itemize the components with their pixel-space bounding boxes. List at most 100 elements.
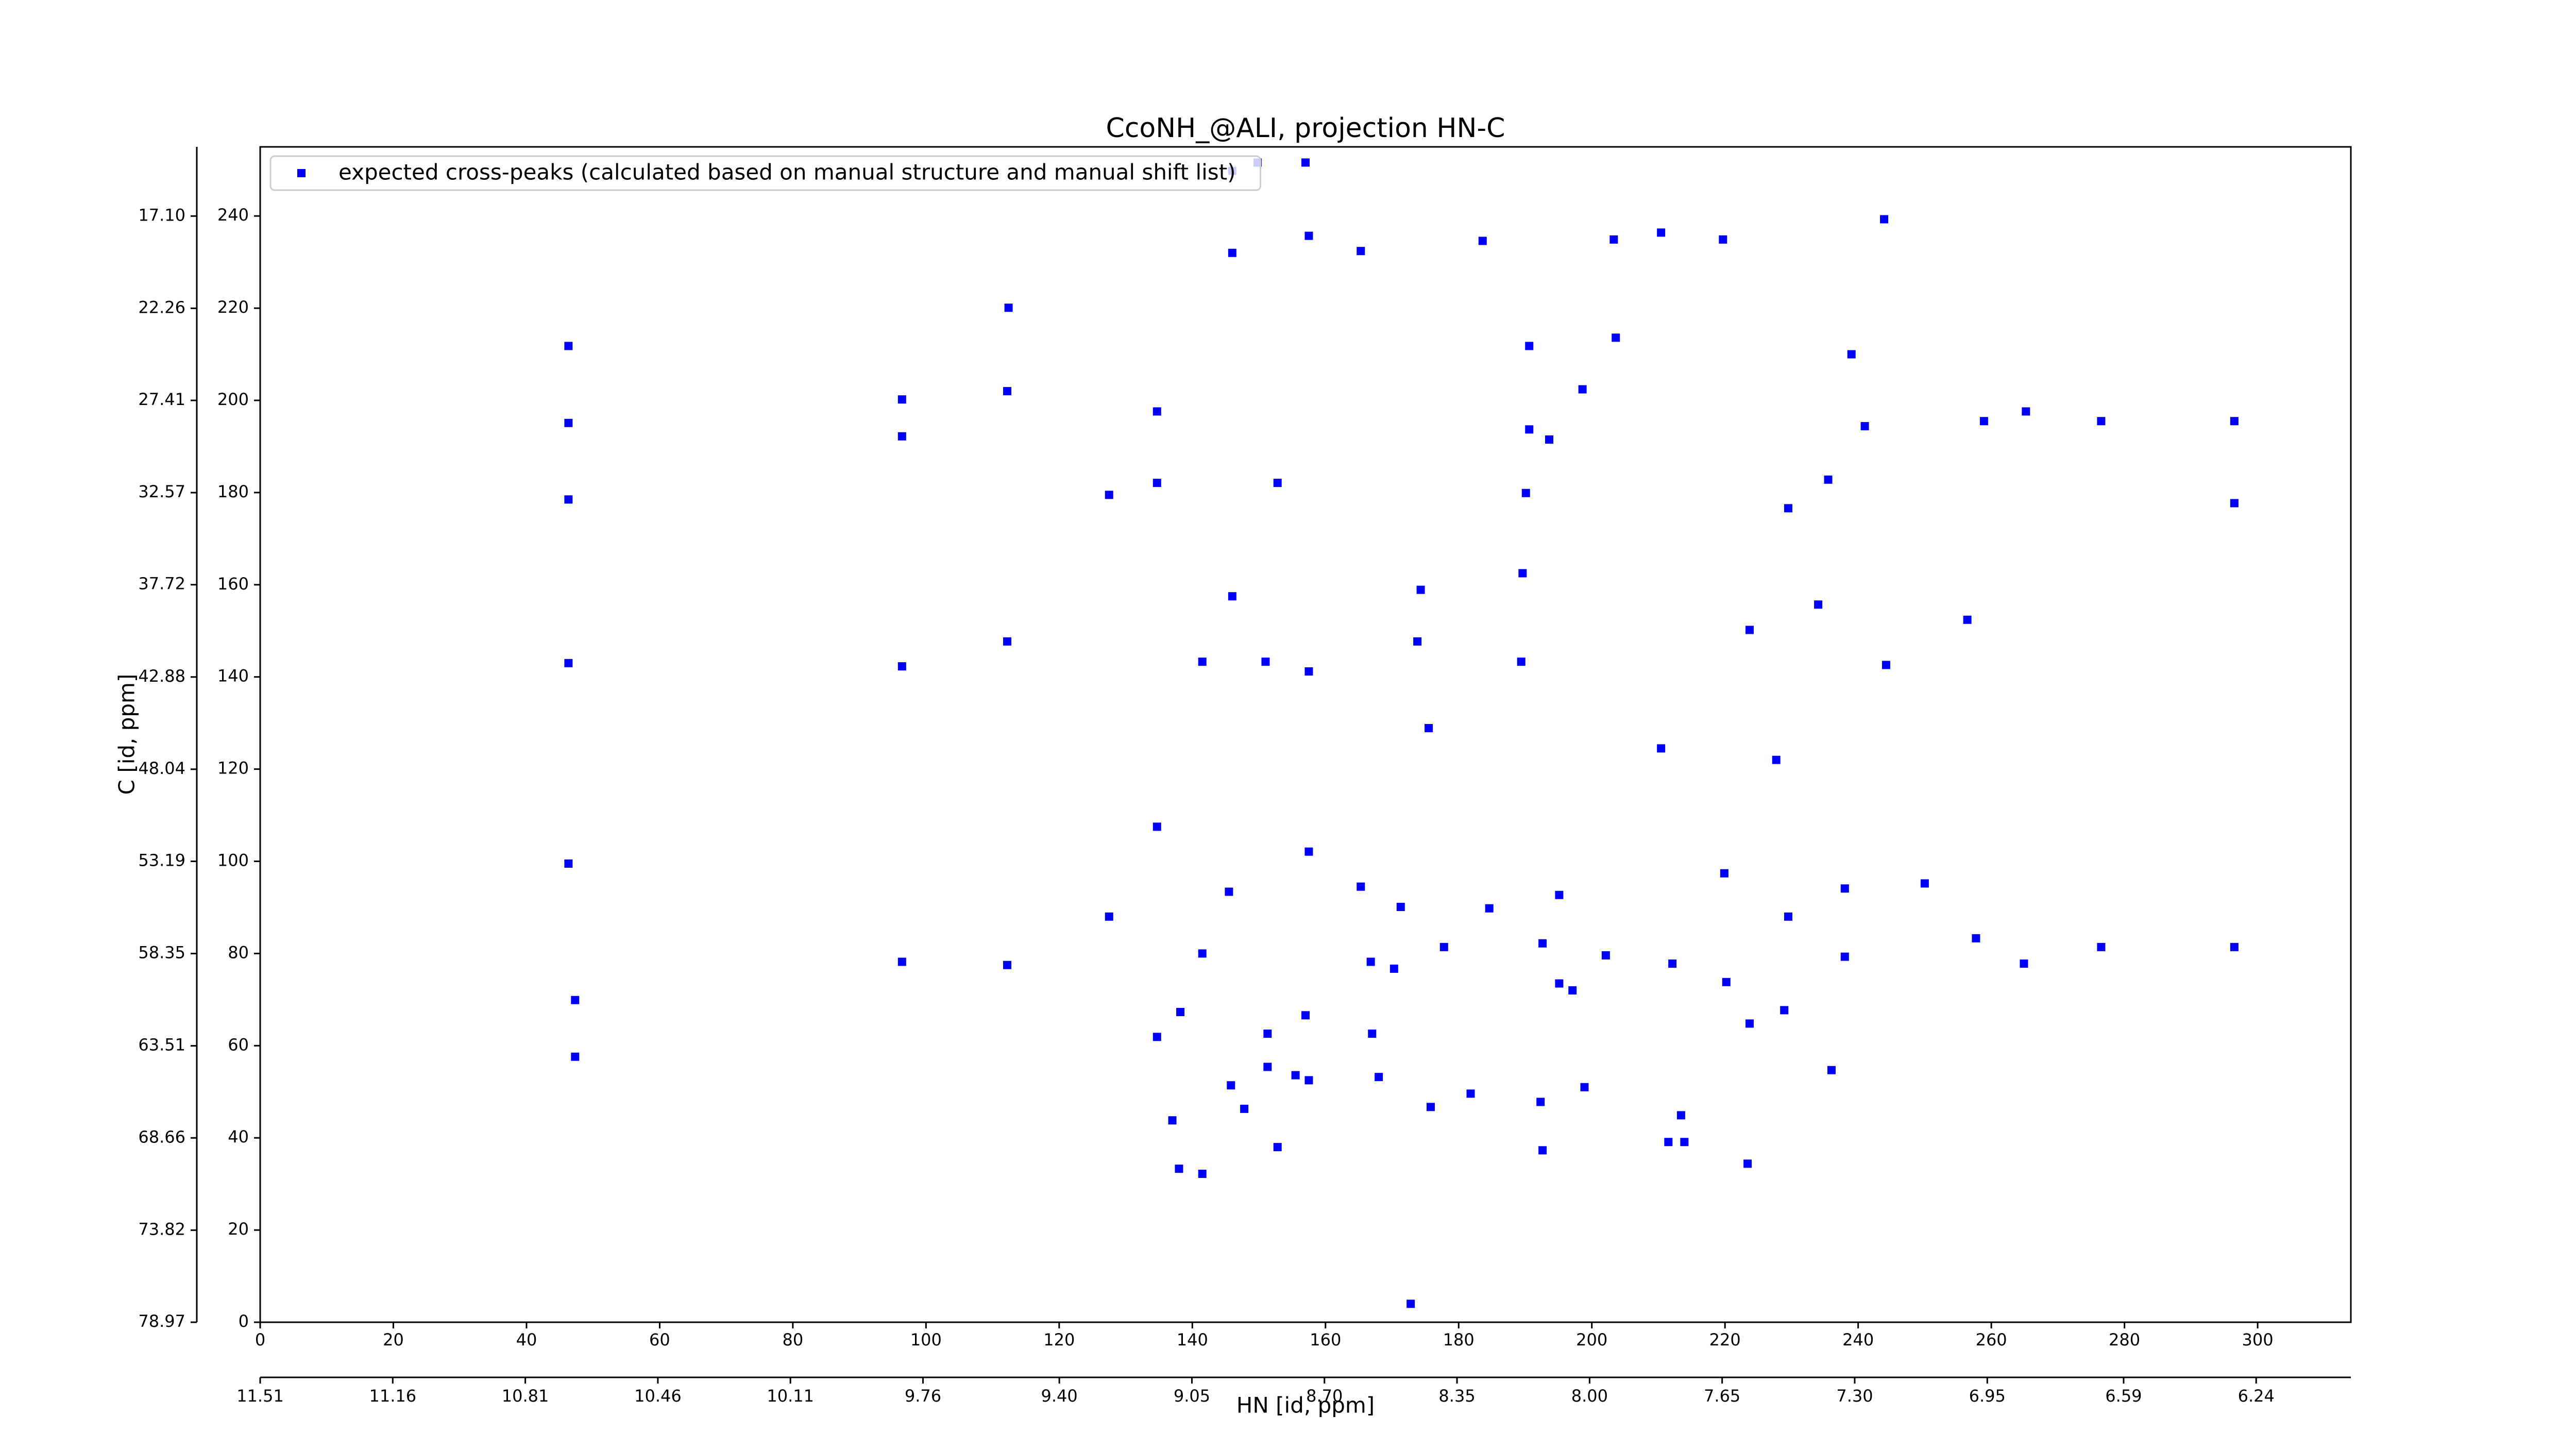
x-tick-label: 40 [516,1330,537,1350]
cross-peak-marker [1003,387,1012,396]
y2-tick-label: 42.88 [138,666,185,686]
cross-peak-marker [1568,986,1577,995]
x2-tick-label: 7.65 [1704,1386,1740,1406]
y2-tick-label: 22.26 [138,297,185,317]
cross-peak-marker [1263,1063,1272,1071]
cross-peak-marker [1227,1081,1235,1090]
cross-peak-marker [1375,1073,1383,1082]
cross-peak-marker [1176,1007,1185,1016]
x2-tick-label: 9.76 [905,1386,941,1406]
cross-peak-marker [897,662,906,671]
cross-peak-marker [1485,904,1494,913]
y-tick-label: 240 [217,205,249,225]
cross-peak-marker [1784,504,1792,513]
cross-peak-marker [1668,959,1677,968]
x-tick-label: 60 [649,1330,670,1350]
cross-peak-marker [1273,1143,1282,1152]
x-tick-label: 160 [1310,1330,1341,1350]
cross-peak-marker [1745,626,1754,634]
cross-peak-marker [897,432,906,441]
x-axis-label: HN [id, ppm] [1236,1393,1375,1418]
x-tick-label: 240 [1842,1330,1874,1350]
x-tick-label: 180 [1443,1330,1475,1350]
cross-peak-marker [1555,979,1564,988]
cross-peak-marker [1555,890,1564,899]
y-tick-label: 180 [217,482,249,501]
x-tick-label: 120 [1043,1330,1075,1350]
y-tick-label: 160 [217,574,249,594]
cross-peak-marker [1860,422,1869,431]
cross-peak-marker [1979,417,1988,426]
x2-tick-label: 11.51 [236,1386,284,1406]
cross-peak-marker [1609,235,1618,244]
cross-peak-marker [1517,658,1526,666]
cross-peak-marker [1198,658,1207,666]
cross-peak-marker [1680,1138,1689,1147]
x-tick-label: 140 [1177,1330,1208,1350]
y2-tick-label: 73.82 [138,1219,185,1239]
cross-peak-marker [564,495,573,504]
cross-peak-marker [1304,847,1313,856]
x-tick-label: 80 [783,1330,804,1350]
cross-peak-marker [1518,569,1527,578]
y2-tick-label: 68.66 [138,1127,185,1147]
y2-tick-label: 78.97 [138,1311,185,1331]
cross-peak-marker [1273,479,1282,487]
chart-title: CcoNH_@ALI, projection HN-C [1106,113,1505,144]
cross-peak-marker [1004,304,1013,312]
cross-peak-marker [1357,882,1365,891]
y2-tick-label: 37.72 [138,574,185,594]
cross-peak-marker [897,395,906,404]
cross-peak-marker [564,342,573,350]
cross-peak-marker [1612,333,1620,342]
cross-peak-marker [1368,1030,1377,1038]
cross-peak-marker [1003,961,1012,969]
cross-peak-marker [1719,235,1727,244]
y-tick-label: 140 [217,666,249,686]
legend-box [269,155,1262,191]
cross-peak-marker [1538,1146,1547,1155]
x2-tick-label: 8.70 [1306,1386,1343,1406]
cross-peak-marker [1580,1083,1589,1091]
legend-label: expected cross-peaks (calculated based o… [338,160,1236,185]
cross-peak-marker [571,1052,580,1061]
cross-peak-marker [1168,1116,1177,1125]
y-tick-label: 100 [217,850,249,870]
x2-tick-label: 10.81 [502,1386,549,1406]
y2-tick-label: 53.19 [138,851,185,870]
x2-tick-label: 11.16 [369,1386,416,1406]
cross-peak-marker [1301,1011,1310,1020]
cross-peak-marker [1263,1030,1272,1038]
x2-tick-label: 9.40 [1041,1386,1078,1406]
plot-frame [259,146,2352,1323]
cross-peak-marker [1304,1076,1313,1085]
cross-peak-marker [564,418,573,427]
y2-tick-label: 27.41 [138,390,185,409]
cross-peak-marker [1366,957,1375,966]
y-tick-label: 220 [217,297,249,317]
x2-tick-label: 6.59 [2105,1386,2142,1406]
series [564,158,2239,1308]
cross-peak-marker [1153,822,1161,831]
cross-peak-marker [1304,667,1313,676]
cross-peak-marker [1291,1071,1300,1080]
cross-peak-marker [1657,228,1666,237]
cross-peak-marker [1780,1006,1789,1015]
cross-peak-marker [2230,417,2239,426]
x2-tick-label: 8.35 [1438,1386,1475,1406]
cross-peak-marker [1478,237,1487,245]
cross-peak-marker [1882,661,1890,669]
x2-tick-label: 10.11 [767,1386,814,1406]
cross-peak-marker [1578,385,1587,394]
cross-peak-marker [1601,951,1610,959]
cross-peak-marker [2097,942,2106,951]
cross-peak-marker [1784,912,1792,921]
cross-peak-marker [1406,1300,1415,1308]
cross-peak-marker [2020,959,2028,968]
x2-tick-label: 9.05 [1174,1386,1210,1406]
cross-peak-marker [1840,884,1849,893]
cross-peak-marker [1198,1169,1207,1178]
cross-peak-marker [1304,231,1313,240]
